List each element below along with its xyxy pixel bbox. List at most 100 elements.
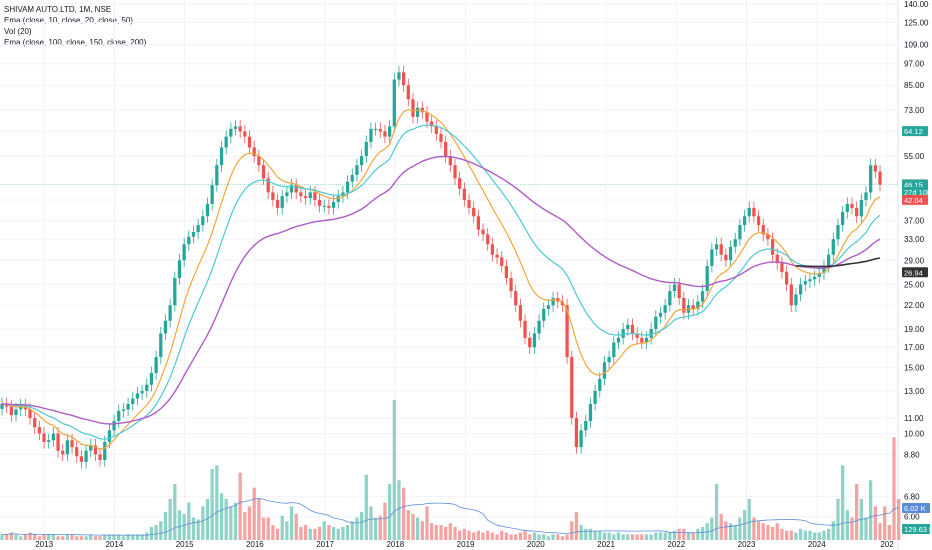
volume-bar xyxy=(299,526,303,540)
candle-body xyxy=(331,201,336,208)
candle-body xyxy=(187,236,191,245)
volume-bar xyxy=(359,512,364,540)
candle-body xyxy=(668,291,672,306)
volume-bar xyxy=(626,534,630,540)
volume-bar xyxy=(724,521,728,540)
candle-body xyxy=(317,199,322,206)
y-tick-label: 37.00 xyxy=(904,217,925,226)
volume-bar xyxy=(897,498,901,540)
candle-body xyxy=(33,418,37,428)
candle-body xyxy=(135,393,140,399)
candle-body xyxy=(509,278,513,292)
candle-body xyxy=(373,128,378,130)
volume-bar xyxy=(75,536,79,540)
volume-bar xyxy=(308,528,312,540)
candle-body xyxy=(448,156,452,166)
candle-body xyxy=(570,357,574,419)
candle-body xyxy=(37,427,41,434)
volume-bar xyxy=(607,532,611,540)
candle-body xyxy=(635,333,639,338)
candle-body xyxy=(271,192,275,200)
candle-body xyxy=(551,297,555,306)
volume-bar xyxy=(280,515,284,540)
volume-bar xyxy=(191,517,196,540)
volume-bar xyxy=(588,528,593,540)
volume-bar xyxy=(873,506,877,540)
candle-body xyxy=(518,305,523,321)
volume-tag-box xyxy=(902,524,930,534)
y-tick-label: 140.00 xyxy=(904,0,929,9)
candle-body xyxy=(738,225,742,240)
volume-bar xyxy=(812,532,817,540)
candle-body xyxy=(355,165,359,175)
candle-body xyxy=(430,121,434,127)
time-axis[interactable]: 2013 2014 2015 2016 2017 2018 2019 2020 2021 2022… xyxy=(35,540,894,549)
volume-bar xyxy=(289,506,294,540)
volume-bar xyxy=(798,528,803,540)
candle-body xyxy=(826,254,831,266)
price-tag-label: 46.15 xyxy=(904,181,923,190)
candle-body xyxy=(289,185,294,193)
volume-bar xyxy=(598,530,602,540)
price-axis[interactable]: 6.00 6.80 8.80 10.00 11.00 13.00 15.00 17.00 19.… xyxy=(904,0,929,522)
candle-body xyxy=(131,398,135,404)
candle-body xyxy=(56,433,60,451)
candle-body xyxy=(798,284,803,295)
candle-body xyxy=(215,165,219,186)
legend-ema-fast: Ema (close, 10, close, 20, close, 50) xyxy=(4,16,133,25)
volume-bar xyxy=(560,536,565,540)
volume-bar xyxy=(98,536,102,540)
volume-bar xyxy=(341,526,345,540)
y-tick-label: 19.00 xyxy=(904,325,925,334)
candle-body xyxy=(546,305,551,309)
candle-body xyxy=(728,246,733,261)
candle-body xyxy=(607,357,611,363)
y-tick-label: 10.00 xyxy=(904,430,925,439)
volume-bar xyxy=(355,517,359,540)
candle-body xyxy=(336,196,340,202)
candle-body xyxy=(654,316,658,330)
candle-body xyxy=(233,126,238,129)
candle-body xyxy=(579,430,583,448)
candle-body xyxy=(784,271,789,285)
volume-bar xyxy=(654,532,658,540)
volume-bar xyxy=(756,521,761,540)
candle-body xyxy=(425,112,429,122)
volume-bar xyxy=(229,506,233,540)
volume-bar xyxy=(532,532,537,540)
volume-bar xyxy=(546,536,551,540)
candle-body xyxy=(243,131,247,137)
candle-body xyxy=(238,126,242,132)
candle-body xyxy=(303,196,308,199)
candle-body xyxy=(742,216,747,226)
volume-bar xyxy=(490,532,495,540)
volume-bar xyxy=(47,534,51,540)
candle-body xyxy=(850,203,854,208)
volume-bar xyxy=(556,534,560,540)
candle-body xyxy=(313,192,317,200)
y-tick-label: 6.00 xyxy=(904,513,920,522)
volume-bar xyxy=(126,534,130,540)
candle-body xyxy=(70,440,74,448)
candle-body xyxy=(350,174,354,182)
volume-bar xyxy=(822,530,826,540)
candle-body xyxy=(434,126,438,134)
volume-bar xyxy=(672,530,677,540)
candle-body xyxy=(714,244,719,250)
volume-bar xyxy=(621,534,625,540)
candle-body xyxy=(593,390,597,404)
candle-body xyxy=(462,188,466,200)
candle-body xyxy=(42,433,46,442)
candle-body xyxy=(831,239,835,255)
candle-body xyxy=(402,72,406,86)
volume-bar xyxy=(145,532,149,540)
y-tick-label: 33.00 xyxy=(904,235,925,244)
volume-bar xyxy=(542,534,546,540)
candle-body xyxy=(453,165,457,179)
volume-bar xyxy=(345,525,350,540)
candle-body xyxy=(794,294,798,306)
volume-bar xyxy=(121,536,126,540)
volume-bar xyxy=(177,510,182,540)
